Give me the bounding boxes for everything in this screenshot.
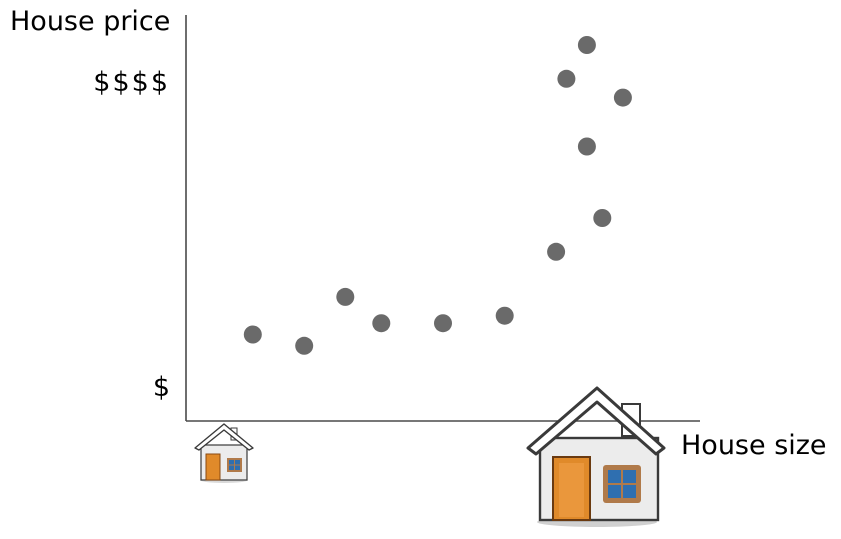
- data-point: [577, 36, 596, 54]
- data-point: [372, 314, 391, 333]
- data-point: [593, 209, 612, 227]
- data-point: [336, 287, 355, 306]
- data-point: [495, 306, 514, 325]
- x-axis-label: House size: [681, 430, 827, 461]
- y-tick-label-high: $$$$: [93, 67, 170, 98]
- data-point: [547, 242, 566, 261]
- points-layer: [243, 36, 632, 355]
- y-tick-label-low: $: [153, 372, 170, 403]
- data-point: [243, 325, 262, 344]
- data-point: [295, 336, 314, 355]
- y-axis-label: House price: [10, 6, 170, 37]
- data-point: [577, 137, 596, 156]
- data-point: [434, 314, 452, 333]
- small-house-icon: [194, 423, 254, 483]
- data-point: [557, 69, 576, 88]
- large-house-icon: [526, 386, 666, 527]
- data-point: [613, 88, 632, 107]
